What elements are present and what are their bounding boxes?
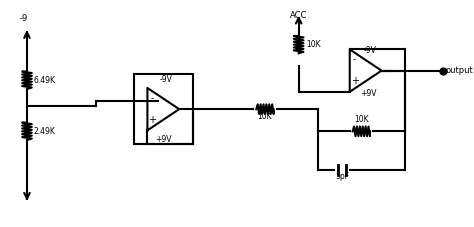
Text: +9V: +9V — [360, 89, 376, 98]
Text: -: - — [353, 56, 356, 64]
Text: ACC: ACC — [290, 11, 307, 20]
Text: 10K: 10K — [258, 112, 272, 121]
Text: 2.49K: 2.49K — [34, 127, 55, 136]
Text: +9V: +9V — [155, 135, 172, 143]
Text: 6.49K: 6.49K — [34, 76, 56, 85]
Text: -: - — [151, 94, 154, 103]
Text: output: output — [445, 66, 473, 75]
Text: 5pF: 5pF — [335, 173, 349, 182]
Bar — [134, 74, 193, 144]
Text: +: + — [351, 76, 358, 86]
Text: -9: -9 — [20, 15, 28, 23]
Text: -9V: -9V — [364, 46, 376, 54]
Text: -9V: -9V — [159, 75, 172, 84]
Text: +: + — [148, 115, 156, 125]
Text: 10K: 10K — [354, 115, 369, 124]
Text: 10K: 10K — [306, 40, 321, 49]
